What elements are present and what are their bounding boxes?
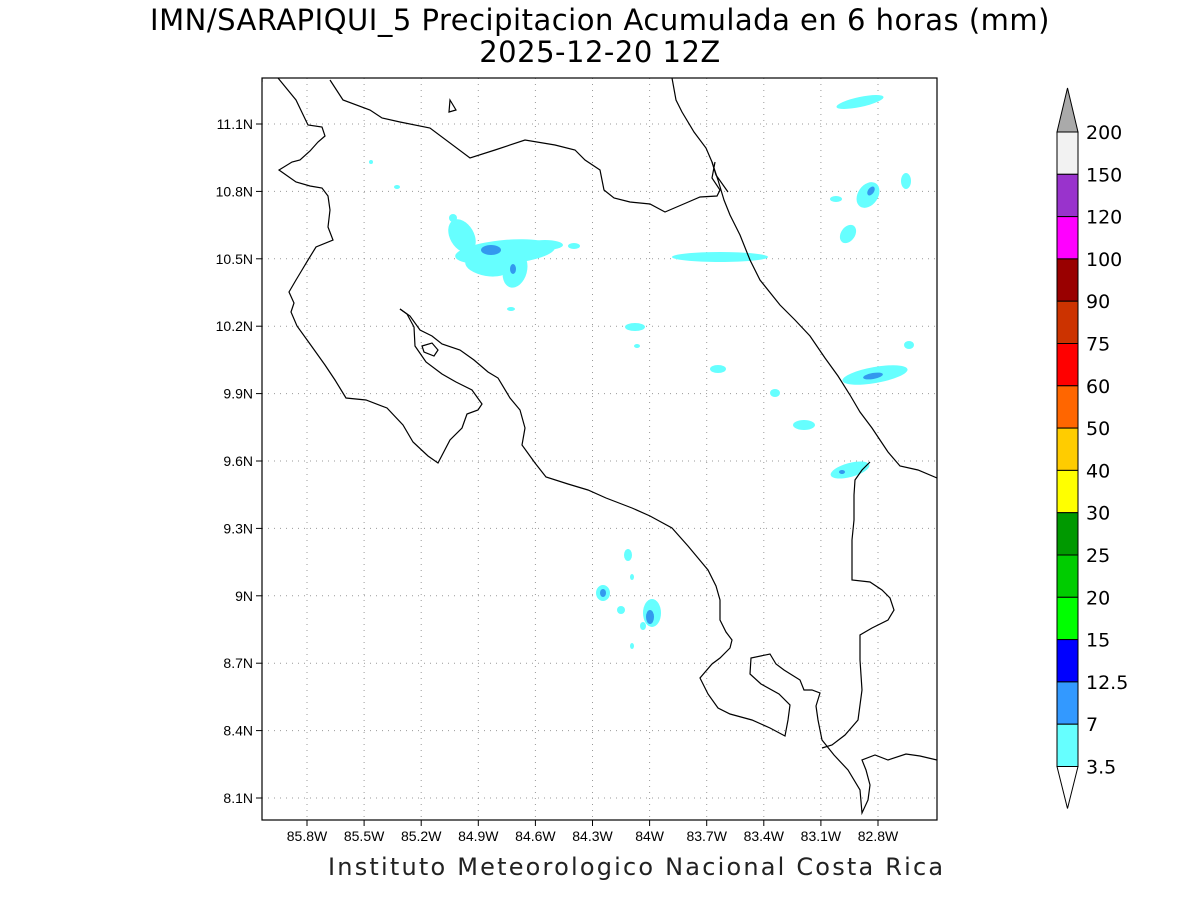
longitude-axis: 85.8W 85.5W 85.2W 84.9W 84.6W 84.3W 84W 83.7W 83…	[287, 820, 899, 844]
gulf-nicoya	[399, 308, 937, 816]
map-title: IMN/SARAPIQUI_5 Precipitacion Acumulada …	[150, 3, 1050, 37]
colorbar-swatch	[1056, 554, 1079, 598]
colorbar-swatch	[1056, 427, 1079, 471]
colorbar-label: 150	[1086, 164, 1122, 186]
map-frame	[261, 77, 938, 821]
lon-tick-label: 84W	[635, 828, 665, 844]
lon-tick-label: 85.8W	[287, 828, 328, 844]
colorbar-legend: 200 150 120 100 90 75 60 50 40 30 25 20 15 12.5 7 3.5	[1056, 87, 1128, 809]
colorbar-label: 40	[1086, 460, 1110, 482]
panama-border	[821, 461, 895, 749]
lon-tick-label: 84.6W	[515, 828, 556, 844]
colorbar-label: 90	[1086, 291, 1110, 313]
lat-tick-label: 10.8N	[216, 183, 253, 199]
pacific-coast-north	[277, 78, 483, 464]
precip-area-moderate	[481, 186, 883, 624]
colorbar-label: 7	[1086, 714, 1098, 736]
lat-tick-label: 10.2N	[216, 318, 253, 334]
map-subtitle-datetime: 2025-12-20 12Z	[479, 35, 721, 69]
colorbar-label: 20	[1086, 587, 1110, 609]
colorbar-swatch	[1056, 512, 1079, 556]
colorbar-swatch	[1056, 385, 1079, 429]
colorbar-swatch	[1056, 343, 1079, 387]
lat-tick-label: 8.1N	[223, 790, 253, 806]
lat-tick-label: 9.9N	[223, 386, 253, 402]
lat-tick-label: 11.1N	[217, 116, 253, 132]
nicaragua-coast-east	[671, 78, 729, 193]
lon-tick-label: 84.3W	[572, 828, 613, 844]
coastlines-borders	[262, 78, 937, 816]
lake-nicaragua-islet	[448, 98, 457, 113]
colorbar-swatch	[1056, 173, 1079, 218]
colorbar-under-triangle	[1056, 766, 1079, 809]
lon-tick-label: 85.5W	[344, 828, 385, 844]
lon-tick-label: 83.4W	[744, 828, 785, 844]
lon-tick-label: 85.2W	[401, 828, 442, 844]
colorbar-label: 50	[1086, 418, 1110, 440]
latitude-axis: 11.1N 10.8N 10.5N 10.2N 9.9N 9.6N 9.3N 9N 8.7N 8.…	[216, 116, 262, 806]
colorbar-swatch	[1056, 723, 1079, 768]
gridlines	[262, 78, 937, 820]
lat-tick-label: 8.7N	[223, 655, 253, 671]
lat-tick-label: 9N	[235, 588, 253, 604]
precip-area-light	[369, 95, 914, 649]
colorbar-label: 100	[1086, 249, 1122, 271]
lon-tick-label: 82.8W	[858, 828, 899, 844]
colorbar-label: 120	[1086, 207, 1122, 229]
colorbar-swatch	[1056, 216, 1079, 260]
chira-island	[421, 342, 439, 357]
lon-tick-label: 83.7W	[686, 828, 727, 844]
colorbar-swatch	[1056, 469, 1079, 514]
credit-footer: Instituto Meteorologico Nacional Costa R…	[328, 853, 946, 881]
colorbar-label: 30	[1086, 503, 1110, 525]
colorbar-label: 25	[1086, 545, 1110, 567]
colorbar-label: 12.5	[1086, 672, 1128, 694]
colorbar-label: 60	[1086, 376, 1110, 398]
lat-tick-label: 8.4N	[223, 723, 253, 739]
colorbar-swatch	[1056, 258, 1079, 302]
colorbar-swatch	[1056, 681, 1079, 725]
lat-tick-label: 9.6N	[223, 453, 253, 469]
colorbar-swatch	[1056, 131, 1079, 175]
precipitation-shading	[369, 95, 914, 649]
lat-tick-label: 9.3N	[223, 520, 253, 536]
colorbar-label: 3.5	[1086, 757, 1116, 779]
nicaragua-border	[262, 78, 721, 213]
colorbar-swatch	[1056, 300, 1079, 345]
colorbar-over-triangle	[1056, 87, 1079, 133]
colorbar-label: 75	[1086, 334, 1110, 356]
colorbar-swatch	[1056, 596, 1079, 641]
lon-tick-label: 84.9W	[458, 828, 499, 844]
caribbean-coast	[711, 161, 937, 479]
colorbar-swatch	[1056, 639, 1079, 683]
colorbar-label: 200	[1086, 122, 1122, 144]
lat-tick-label: 10.5N	[216, 251, 253, 267]
lon-tick-label: 83.1W	[801, 828, 842, 844]
colorbar-label: 15	[1086, 630, 1110, 652]
